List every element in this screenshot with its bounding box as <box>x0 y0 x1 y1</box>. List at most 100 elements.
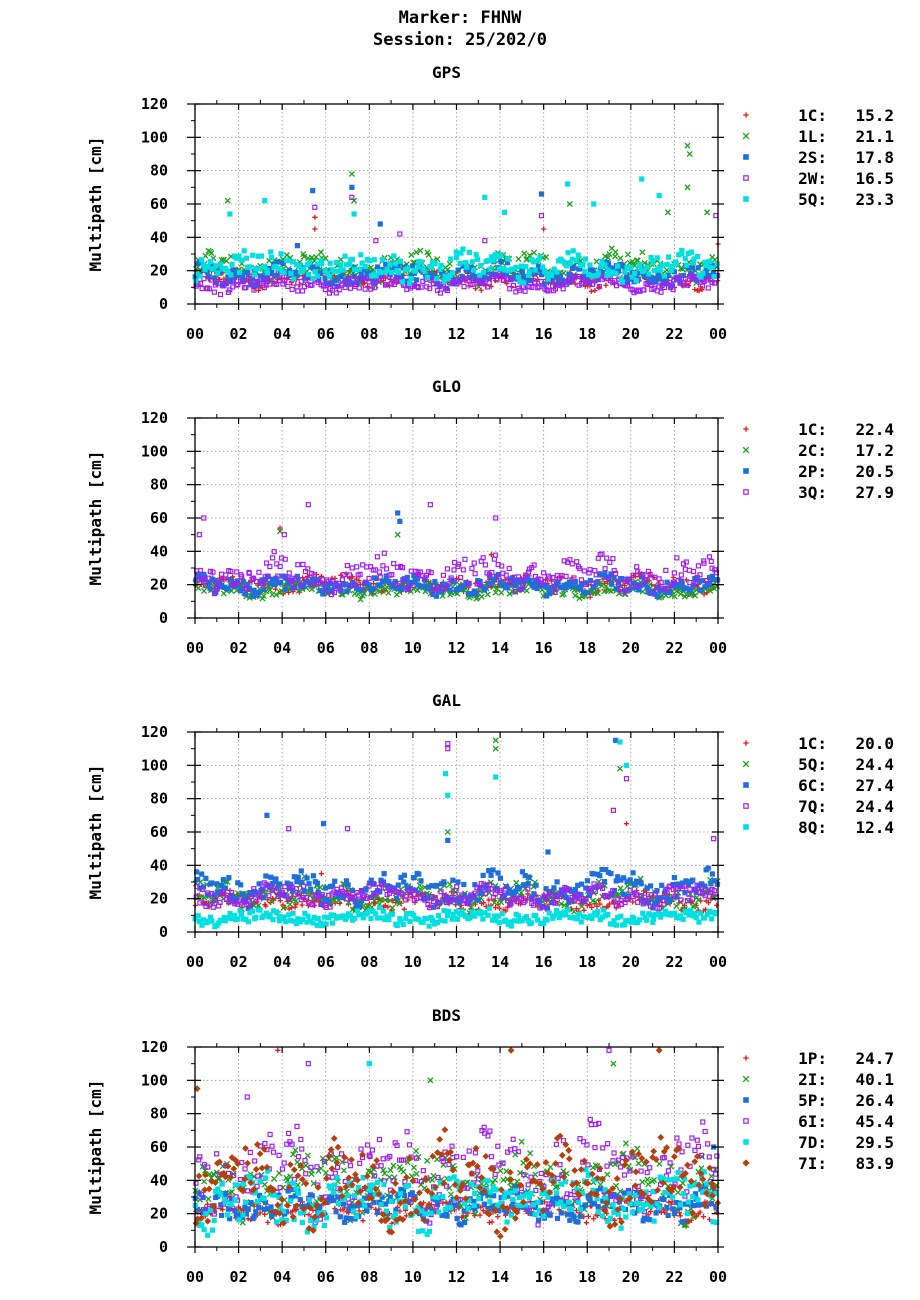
data-point <box>512 1151 519 1158</box>
data-point <box>611 575 617 581</box>
data-point <box>470 281 476 287</box>
data-point <box>239 257 245 263</box>
data-point <box>599 269 606 276</box>
data-point <box>596 283 602 290</box>
data-point <box>661 1196 667 1203</box>
data-point <box>310 188 316 194</box>
data-point <box>508 580 514 586</box>
data-point <box>473 252 479 258</box>
data-point <box>418 878 424 884</box>
data-point <box>302 1162 309 1169</box>
data-point <box>571 264 577 270</box>
data-point <box>333 580 339 586</box>
y-tick-label: 100 <box>141 442 168 460</box>
data-point <box>227 211 233 217</box>
data-point <box>515 274 521 280</box>
data-point <box>623 821 630 827</box>
data-point <box>448 256 454 262</box>
data-point <box>497 875 504 881</box>
data-point <box>211 289 217 295</box>
legend-series-name: 1C: <box>798 420 827 439</box>
data-point <box>296 262 302 268</box>
data-point <box>342 1178 348 1185</box>
data-point <box>703 262 710 269</box>
data-point <box>263 873 269 879</box>
data-point <box>550 283 556 289</box>
data-point <box>240 1181 246 1187</box>
data-point <box>322 587 329 593</box>
legend-marker <box>743 740 749 746</box>
data-point <box>310 275 316 282</box>
data-point <box>440 572 447 578</box>
data-point <box>590 267 596 273</box>
data-point <box>606 250 613 258</box>
data-point <box>225 274 231 280</box>
data-point <box>627 877 633 883</box>
data-point <box>618 913 624 919</box>
x-tick-label: 22 <box>665 953 683 971</box>
data-point <box>321 1222 328 1228</box>
data-point <box>622 269 628 275</box>
data-point <box>690 1203 697 1209</box>
legend-marker <box>743 196 749 202</box>
data-point <box>220 877 226 883</box>
data-point <box>535 1222 541 1228</box>
data-point <box>271 1175 278 1182</box>
data-point <box>511 577 517 583</box>
data-point <box>627 276 633 282</box>
data-point <box>213 589 219 596</box>
data-point <box>651 267 658 274</box>
data-point <box>446 260 453 267</box>
data-point <box>267 1131 273 1138</box>
data-point <box>252 266 259 272</box>
data-point <box>244 1094 250 1100</box>
data-point <box>674 555 680 561</box>
data-point <box>377 221 383 227</box>
data-point <box>437 281 443 287</box>
data-point <box>657 267 663 273</box>
legend-series-name: 6C: <box>798 776 827 795</box>
data-point <box>702 272 709 278</box>
data-point <box>294 243 301 249</box>
data-point <box>586 271 592 278</box>
data-point <box>691 256 697 262</box>
data-point <box>630 870 636 876</box>
x-tick-label: 04 <box>273 325 291 343</box>
data-point <box>714 881 720 887</box>
data-point <box>251 272 257 278</box>
data-point <box>416 258 422 265</box>
data-point <box>214 881 220 887</box>
data-point <box>588 288 595 294</box>
data-point <box>500 583 506 589</box>
data-point <box>374 554 380 560</box>
data-point <box>503 908 509 914</box>
data-point <box>460 567 467 573</box>
data-point <box>259 577 265 583</box>
data-point <box>342 1219 348 1225</box>
data-point <box>401 872 408 878</box>
data-point <box>680 272 687 279</box>
data-point <box>226 875 232 881</box>
data-point <box>665 585 671 591</box>
data-point <box>503 572 509 578</box>
data-point <box>521 280 527 286</box>
data-point <box>683 262 690 268</box>
data-point <box>625 265 631 272</box>
data-point <box>380 1156 386 1162</box>
data-point <box>248 1200 254 1206</box>
data-point <box>407 280 413 287</box>
data-point <box>706 1154 712 1160</box>
data-point <box>608 581 615 587</box>
data-point <box>337 587 343 593</box>
data-point <box>535 264 542 270</box>
data-point <box>496 574 502 580</box>
data-point <box>538 191 545 197</box>
x-tick-label: 08 <box>360 953 378 971</box>
data-point <box>637 583 643 589</box>
data-point <box>429 259 436 266</box>
data-point <box>314 880 321 886</box>
marker-title: Marker: FHNW <box>398 8 522 28</box>
x-tick-label: 10 <box>404 953 422 971</box>
data-point <box>675 275 681 281</box>
data-point <box>656 284 662 290</box>
